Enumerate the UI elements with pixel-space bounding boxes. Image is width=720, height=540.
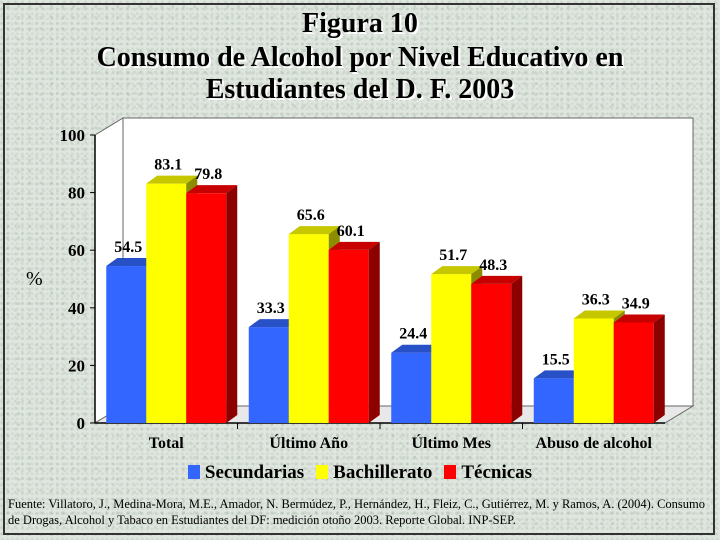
legend-swatch: [444, 465, 457, 479]
legend-item: Bachillerato: [316, 462, 432, 484]
legend-item: Secundarias: [187, 462, 305, 484]
bar-chart: 0 20 40 60 80 100 Total 54.5 83.1 79.8 Último Año 3…: [60, 117, 695, 452]
source-citation: Fuente: Villatoro, J., Medina-Mora, M.E.…: [8, 497, 706, 527]
chart-legend: Secundarias Bachillerato Técnicas: [0, 462, 720, 484]
bar-top: [613, 314, 665, 323]
y-tick-label: 20: [68, 356, 85, 375]
data-label: 24.4: [399, 326, 427, 343]
legend-label: Secundarias: [204, 462, 305, 483]
bar-side: [368, 241, 380, 423]
bar-top: [186, 185, 238, 194]
bar-técnicas: [186, 193, 227, 423]
slide-frame: [3, 3, 715, 535]
bar-secundarias: [248, 327, 289, 423]
y-axis-label: %: [26, 268, 43, 290]
y-tick-label: 80: [68, 184, 85, 203]
chart-title-line-1: Consumo de Alcohol por Nivel Educativo e…: [96, 42, 624, 73]
y-tick-label: 100: [60, 126, 86, 145]
bar-top: [533, 370, 585, 379]
legend-swatch: [316, 465, 329, 479]
data-label: 54.5: [114, 239, 142, 256]
y-tick-label: 40: [68, 299, 85, 318]
figure-number: Figura 10: [302, 8, 418, 39]
x-tick-label: Último Año: [269, 433, 348, 452]
data-label: 15.5: [542, 351, 570, 368]
x-tick-label: Último Mes: [411, 433, 491, 452]
bar-bachillerato: [431, 274, 472, 423]
bar-top: [328, 241, 380, 250]
data-label: 51.7: [439, 247, 467, 264]
y-tick-label: 0: [77, 414, 86, 433]
bar-top: [573, 310, 625, 319]
data-label: 79.8: [194, 166, 222, 183]
bar-bachillerato: [573, 318, 614, 423]
bar-top: [391, 344, 443, 353]
legend-item: Técnicas: [444, 462, 532, 484]
chart-title-line-2: Estudiantes del D. F. 2003: [205, 74, 515, 105]
bar-top: [288, 226, 340, 235]
bar-side: [653, 314, 665, 423]
bar-top: [146, 175, 198, 184]
data-label: 33.3: [257, 300, 285, 317]
x-tick-label: Abuso de alcohol: [536, 435, 653, 452]
bar-secundarias: [391, 352, 432, 423]
legend-swatch: [187, 465, 200, 479]
legend-label: Bachillerato: [333, 462, 433, 483]
bar-secundarias: [106, 266, 147, 423]
bar-técnicas: [471, 283, 512, 423]
bar-secundarias: [533, 378, 574, 423]
data-label: 60.1: [337, 223, 365, 240]
bar-técnicas: [613, 322, 654, 423]
bar-top: [248, 319, 300, 328]
bar-side: [511, 275, 523, 423]
data-label: 34.9: [622, 295, 650, 312]
bar-side: [226, 185, 238, 423]
y-tick-label: 60: [68, 241, 85, 260]
data-label: 36.3: [582, 291, 610, 308]
bar-bachillerato: [146, 183, 187, 423]
bar-top: [471, 275, 523, 284]
x-tick-label: Total: [149, 435, 185, 452]
bar-técnicas: [328, 249, 369, 423]
data-label: 48.3: [479, 257, 507, 274]
bar-top: [431, 266, 483, 275]
bar-top: [106, 258, 158, 267]
bar-bachillerato: [288, 234, 329, 423]
data-label: 65.6: [297, 207, 325, 224]
legend-label: Técnicas: [461, 462, 533, 483]
data-label: 83.1: [154, 157, 182, 174]
